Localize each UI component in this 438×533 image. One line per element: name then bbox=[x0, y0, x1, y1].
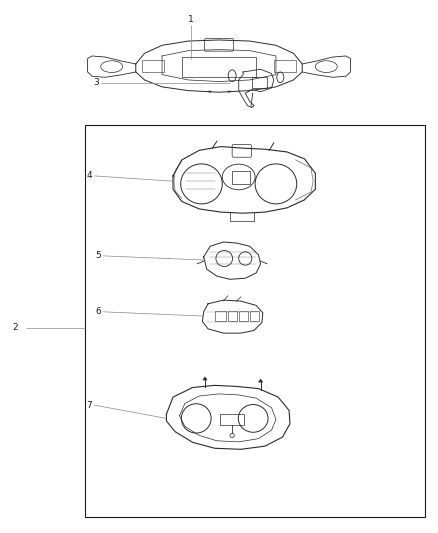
Bar bbox=[232, 171, 250, 184]
Text: 5: 5 bbox=[95, 252, 101, 260]
Polygon shape bbox=[203, 377, 207, 380]
Text: 6: 6 bbox=[95, 308, 101, 316]
Bar bbox=[250, 311, 259, 321]
Bar bbox=[85, 125, 425, 517]
Bar bbox=[228, 311, 237, 321]
Bar bbox=[274, 60, 296, 72]
Polygon shape bbox=[258, 379, 263, 382]
Text: 7: 7 bbox=[86, 401, 92, 409]
Bar bbox=[215, 311, 226, 321]
Text: 1: 1 bbox=[187, 15, 194, 24]
Bar bbox=[239, 311, 248, 321]
Text: 2: 2 bbox=[13, 324, 18, 332]
Bar bbox=[142, 60, 164, 72]
Bar bbox=[220, 414, 244, 425]
Text: 3: 3 bbox=[93, 78, 99, 87]
Bar bbox=[182, 57, 256, 77]
Text: 4: 4 bbox=[86, 172, 92, 180]
Bar bbox=[252, 77, 267, 88]
